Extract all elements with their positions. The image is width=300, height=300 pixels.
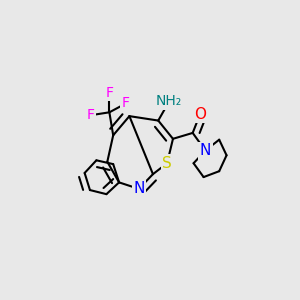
Text: S: S <box>162 156 172 171</box>
Text: N: N <box>200 143 211 158</box>
Text: O: O <box>194 106 206 122</box>
Text: NH₂: NH₂ <box>156 94 182 108</box>
Text: F: F <box>86 108 94 122</box>
Text: F: F <box>122 97 130 110</box>
Text: F: F <box>105 85 113 100</box>
Text: N: N <box>133 182 145 196</box>
